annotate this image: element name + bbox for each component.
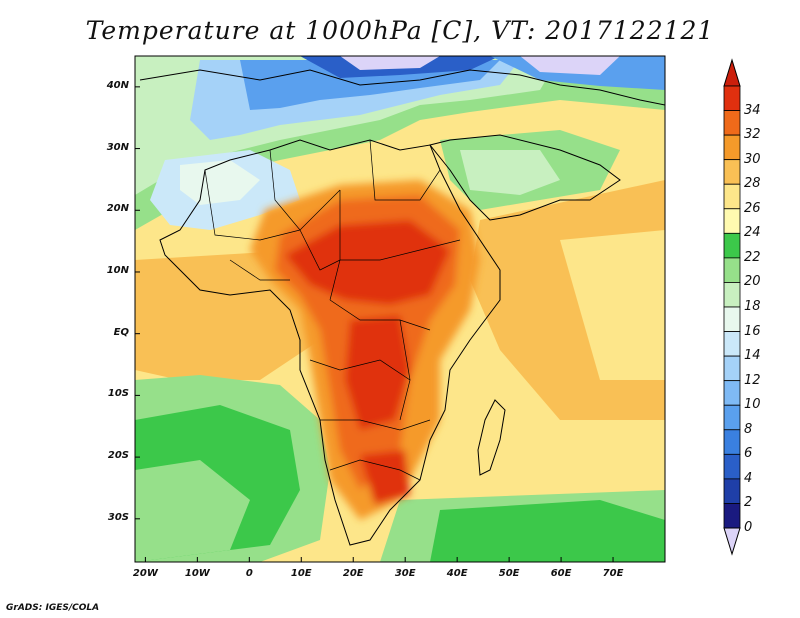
lon-label: 20E (342, 568, 364, 579)
colorbar-swatch (723, 380, 741, 406)
lon-label: 10W (184, 568, 210, 579)
field-hot-interior (250, 180, 480, 520)
field-south-atlantic-light (135, 460, 250, 562)
colorbar-swatch (723, 453, 741, 480)
lat-label: 10S (107, 388, 129, 400)
temperature-field (135, 56, 665, 562)
colorbar-swatch (723, 110, 741, 136)
colorbar-label: 34 (744, 102, 761, 118)
colorbar-label: 2 (744, 495, 753, 511)
colorbar-label: 0 (744, 520, 753, 535)
lon-label: 30E (394, 568, 416, 579)
field-sahara-pale (180, 160, 260, 205)
map-title: Temperature at 1000hPa [C], VT: 20171221… (85, 16, 715, 45)
country-borders (204, 139, 461, 481)
colorbar-swatch (723, 503, 741, 529)
colorbar-label: 8 (744, 421, 753, 437)
europe-coast (139, 69, 665, 106)
colorbar-label: 30 (744, 151, 761, 167)
lat-label: 10N (106, 264, 129, 276)
colorbar-swatch (723, 306, 741, 332)
colorbar-swatch (723, 355, 741, 382)
africa-coast (159, 139, 501, 546)
colorbar-label: 12 (744, 372, 761, 388)
colorbar-swatch (723, 183, 741, 210)
lat-label: 20N (106, 203, 129, 215)
field-indian-ocean-cool (560, 230, 665, 380)
field-arabia-lightgreen (460, 150, 560, 195)
lon-label: 60E (550, 568, 572, 579)
lat-label: EQ (113, 326, 129, 338)
lon-label: 50E (498, 568, 520, 579)
colorbar-low-arrow (723, 527, 741, 556)
field-lavender-ne (520, 56, 620, 75)
colorbar (723, 58, 741, 556)
lon-label: 10E (290, 568, 312, 579)
colorbar-swatch (723, 134, 741, 161)
colorbar-label: 22 (744, 249, 761, 265)
colorbar-label: 28 (744, 176, 761, 192)
colorbar-label: 26 (744, 200, 761, 216)
lat-label: 20S (107, 450, 129, 462)
colorbar-label: 32 (744, 127, 761, 143)
lon-label: 70E (602, 568, 624, 579)
colorbar-label: 24 (744, 225, 761, 241)
colorbar-swatch (723, 331, 741, 357)
colorbar-label: 18 (744, 299, 761, 314)
coastlines (139, 69, 665, 546)
colorbar-swatch (723, 282, 741, 308)
colorbar-swatch (723, 257, 741, 283)
colorbar-label: 16 (744, 323, 761, 339)
lon-label: 20W (132, 568, 158, 579)
lat-label: 40N (106, 79, 129, 91)
colorbar-swatch (723, 85, 741, 111)
field-south-indian-green (430, 500, 665, 562)
axis-ticks (135, 86, 614, 562)
colorbar-label: 4 (744, 470, 753, 486)
lon-label: 0 (245, 568, 253, 579)
colorbar-swatch (723, 478, 741, 504)
colorbar-swatch (723, 404, 741, 431)
lat-label: 30S (107, 511, 129, 523)
colorbar-swatch (723, 232, 741, 259)
map-frame (134, 55, 666, 563)
credit-text: GrADS: IGES/COLA (6, 603, 100, 613)
colorbar-swatch (723, 208, 741, 234)
colorbar-swatch (723, 159, 741, 185)
lat-label: 30N (106, 141, 129, 153)
colorbar-high-arrow (723, 58, 741, 87)
colorbar-label: 20 (744, 274, 761, 290)
colorbar-swatch (723, 429, 741, 455)
lon-label: 40E (446, 568, 468, 579)
field-lavender-north (340, 56, 440, 70)
colorbar-label: 14 (744, 348, 761, 364)
arabia-coast (429, 134, 621, 221)
madagascar-coast (477, 399, 506, 476)
colorbar-label: 10 (744, 397, 761, 413)
colorbar-label: 6 (744, 446, 753, 462)
